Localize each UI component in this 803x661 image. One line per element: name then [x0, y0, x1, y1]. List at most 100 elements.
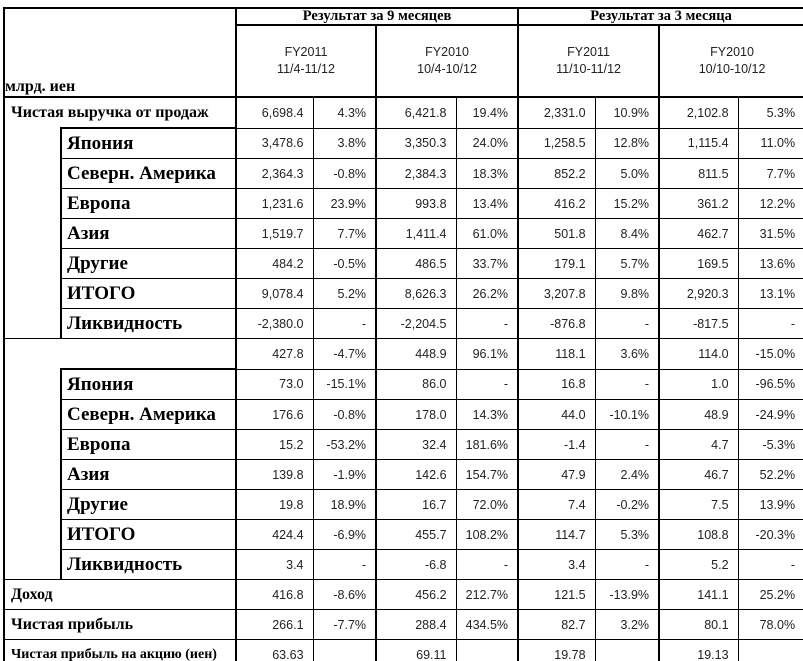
percent-cell: -0.8% [312, 399, 377, 430]
percent-cell: 14.3% [455, 399, 519, 430]
percent-cell: 13.1% [737, 278, 803, 309]
percent-cell: 12.2% [737, 188, 803, 219]
percent-cell: - [455, 368, 519, 400]
value-cell: 16.8 [517, 368, 596, 400]
percent-cell: 7.7% [737, 158, 803, 189]
value-cell: 6,421.8 [375, 96, 457, 129]
value-cell: 3,478.6 [235, 127, 314, 159]
percent-cell: -5.3% [737, 429, 803, 460]
percent-cell: - [594, 549, 660, 580]
percent-cell [312, 639, 377, 661]
percent-cell: -20.3% [737, 519, 803, 550]
percent-cell: 18.9% [312, 489, 377, 520]
value-cell: 7.5 [658, 489, 739, 520]
unit-label: млрд. иен [2, 7, 238, 98]
value-cell: 114.7 [517, 519, 596, 550]
value-cell: 15.2 [235, 429, 314, 460]
percent-cell: 5.7% [594, 248, 660, 279]
value-cell: 141.1 [658, 579, 739, 610]
percent-cell: -0.2% [594, 489, 660, 520]
value-cell: 47.9 [517, 459, 596, 490]
percent-cell: 61.0% [455, 218, 519, 249]
percent-cell: -24.9% [737, 399, 803, 430]
value-cell: 8,626.3 [375, 278, 457, 309]
percent-cell: 3.6% [594, 338, 660, 370]
row-label [2, 338, 238, 369]
value-cell: 1,258.5 [517, 127, 596, 159]
value-cell: 3.4 [235, 549, 314, 580]
value-cell: 2,384.3 [375, 158, 457, 189]
value-cell: 142.6 [375, 459, 457, 490]
value-cell: 69.11 [375, 639, 457, 661]
table-row: Азия 139.8 -1.9% 142.6 154.7% 47.9 2.4% 46.7 52.… [4, 459, 803, 490]
value-cell: 178.0 [375, 399, 457, 430]
percent-cell: 15.2% [594, 188, 660, 219]
percent-cell: - [312, 308, 377, 339]
value-cell: 6,698.4 [235, 96, 314, 129]
value-cell: 19.78 [517, 639, 596, 661]
value-cell: 80.1 [658, 609, 739, 640]
percent-cell: 9.8% [594, 278, 660, 309]
fiscal-year-label: FY2010 [425, 45, 469, 59]
percent-cell: 12.8% [594, 127, 660, 159]
row-label: Другие [59, 248, 238, 279]
row-label: Азия [59, 218, 238, 249]
row-label: Чистая прибыль [2, 609, 238, 640]
value-cell: 266.1 [235, 609, 314, 640]
percent-cell: - [455, 549, 519, 580]
value-cell: -817.5 [658, 308, 739, 339]
percent-cell: 5.2% [312, 278, 377, 309]
row-label: Северн. Америка [59, 158, 238, 189]
value-cell: 2,102.8 [658, 96, 739, 129]
indent-strip [3, 128, 61, 339]
row-label: Ликвидность [59, 308, 238, 339]
table-row: Доход 416.8 -8.6% 456.2 212.7% 121.5 -13.9% 141… [2, 579, 803, 610]
column-header-fy2011-3m: FY2011 11/10-11/12 [517, 24, 661, 98]
value-cell: -2,380.0 [235, 308, 314, 339]
value-cell: 3.4 [517, 549, 596, 580]
table-row: 427.8 -4.7% 448.9 96.1% 118.1 3.6% 114.0 -15.0% [2, 338, 803, 370]
row-label: Ликвидность [59, 549, 238, 580]
value-cell: 2,920.3 [658, 278, 739, 309]
value-cell: 3,207.8 [517, 278, 596, 309]
value-cell: 462.7 [658, 218, 739, 249]
percent-cell: -1.9% [312, 459, 377, 490]
value-cell: 1,115.4 [658, 127, 739, 159]
table-row: Чистая прибыль 266.1 -7.7% 288.4 434.5% 82.7 3… [2, 609, 803, 640]
period-header-row: FY2011 11/4-11/12 FY2010 10/4-10/12 FY20… [4, 24, 803, 98]
percent-cell: -0.8% [312, 158, 377, 189]
percent-cell: -0.5% [312, 248, 377, 279]
percent-cell: 18.3% [455, 158, 519, 189]
value-cell: 19.13 [658, 639, 739, 661]
value-cell: 5.2 [658, 549, 739, 580]
percent-cell [455, 639, 519, 661]
period-label: 11/10-11/12 [556, 62, 621, 76]
value-cell: 3,350.3 [375, 127, 457, 159]
value-cell: 63.63 [235, 639, 314, 661]
value-cell: 416.2 [517, 188, 596, 219]
value-cell: 361.2 [658, 188, 739, 219]
percent-cell: 108.2% [455, 519, 519, 550]
percent-cell: 19.4% [455, 96, 519, 129]
percent-cell: 7.7% [312, 218, 377, 249]
percent-cell: 13.9% [737, 489, 803, 520]
table-body: Чистая выручка от продаж 6,698.4 4.3% 6,421… [2, 96, 803, 661]
percent-cell: 3.8% [312, 127, 377, 159]
value-cell: 1,231.6 [235, 188, 314, 219]
value-cell: 48.9 [658, 399, 739, 430]
table-header: млрд. иен Результат за 9 месяцев Результ… [2, 7, 803, 98]
fiscal-year-label: FY2010 [710, 45, 754, 59]
value-cell: 1,411.4 [375, 218, 457, 249]
value-cell: 176.6 [235, 399, 314, 430]
percent-cell: -6.9% [312, 519, 377, 550]
table-row: Чистая прибыль на акцию (иен) 63.63 69.11 1… [2, 639, 803, 661]
percent-cell: 4.3% [312, 96, 377, 129]
value-cell: 501.8 [517, 218, 596, 249]
percent-cell: -7.7% [312, 609, 377, 640]
value-cell: 416.8 [235, 579, 314, 610]
percent-cell: 10.9% [594, 96, 660, 129]
percent-cell [737, 639, 803, 661]
table-row: Другие 19.8 18.9% 16.7 72.0% 7.4 -0.2% 7.5 13.9% [4, 489, 803, 520]
table-row: Европа 15.2 -53.2% 32.4 181.6% -1.4-4.7 -5.3% [4, 429, 803, 460]
